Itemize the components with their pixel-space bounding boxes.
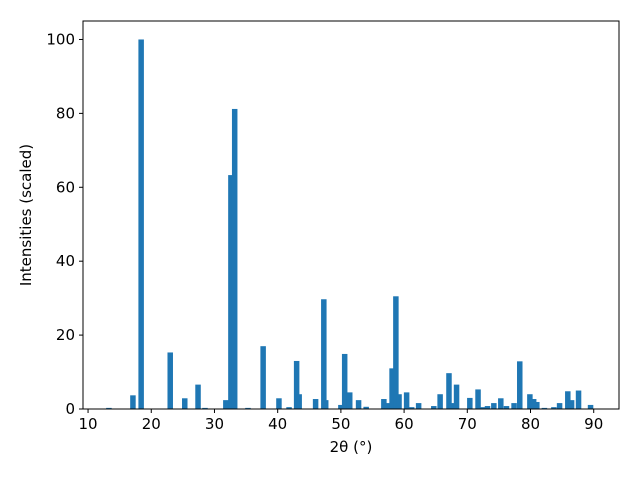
- bar: [346, 392, 353, 409]
- bar: [195, 384, 201, 409]
- y-tick-label: 20: [56, 326, 75, 344]
- bar: [312, 399, 319, 409]
- bar: [286, 407, 292, 409]
- bar: [130, 395, 136, 409]
- bar: [396, 394, 402, 409]
- x-tick-label: 10: [79, 415, 98, 433]
- bar: [415, 403, 422, 409]
- x-tick-label: 70: [458, 415, 477, 433]
- bar: [475, 389, 481, 409]
- x-axis-label: 2θ (°): [330, 438, 373, 456]
- x-tick-label: 20: [142, 415, 161, 433]
- y-tick-label: 40: [56, 252, 75, 270]
- bar: [296, 394, 302, 409]
- bar: [245, 407, 251, 409]
- bar: [293, 360, 300, 409]
- bar: [530, 399, 537, 409]
- bar: [355, 400, 362, 409]
- bar: [321, 299, 327, 409]
- bar: [484, 406, 491, 409]
- bar: [575, 390, 582, 409]
- bar: [106, 407, 112, 409]
- bar: [503, 406, 510, 409]
- bar: [587, 404, 594, 409]
- y-tick-label: 80: [56, 104, 75, 122]
- bar: [556, 403, 563, 409]
- bar: [453, 384, 460, 409]
- bar: [511, 403, 517, 409]
- bar: [384, 403, 391, 409]
- x-tick-label: 90: [584, 415, 603, 433]
- bar: [534, 401, 540, 409]
- bar: [341, 353, 348, 409]
- bar: [517, 361, 523, 409]
- bar: [437, 394, 443, 409]
- bar: [403, 392, 410, 409]
- x-tick-label: 30: [205, 415, 224, 433]
- bar: [551, 407, 557, 409]
- bar: [389, 368, 395, 409]
- bar: [228, 175, 234, 409]
- bar: [231, 108, 238, 410]
- y-tick-label: 60: [56, 178, 75, 196]
- x-tick-label: 60: [395, 415, 414, 433]
- bar: [381, 399, 387, 409]
- x-tick-label: 50: [331, 415, 350, 433]
- bar: [568, 400, 575, 409]
- bar: [431, 406, 437, 409]
- x-tick-label: 40: [268, 415, 287, 433]
- bar: [408, 407, 415, 409]
- bar: [467, 397, 473, 409]
- bar: [167, 352, 173, 409]
- y-axis-label: Intensities (scaled): [17, 144, 35, 286]
- bar: [448, 403, 455, 409]
- bar: [338, 404, 344, 409]
- bar: [182, 398, 188, 409]
- bar: [527, 394, 533, 409]
- bar: [565, 391, 571, 409]
- bar: [480, 407, 486, 409]
- bar: [322, 400, 329, 409]
- bar: [541, 407, 548, 409]
- plot-frame: [82, 20, 620, 410]
- bar: [138, 39, 144, 409]
- bar: [276, 398, 282, 409]
- bar: [260, 346, 266, 409]
- y-tick-label: 100: [46, 30, 75, 48]
- x-tick-label: 80: [521, 415, 540, 433]
- bar: [223, 400, 229, 409]
- bar: [491, 403, 497, 409]
- y-tick-label: 0: [65, 400, 75, 418]
- bar: [202, 407, 208, 409]
- bar: [363, 406, 369, 409]
- bar: [498, 398, 504, 409]
- bar: [393, 296, 399, 409]
- bar: [446, 373, 452, 409]
